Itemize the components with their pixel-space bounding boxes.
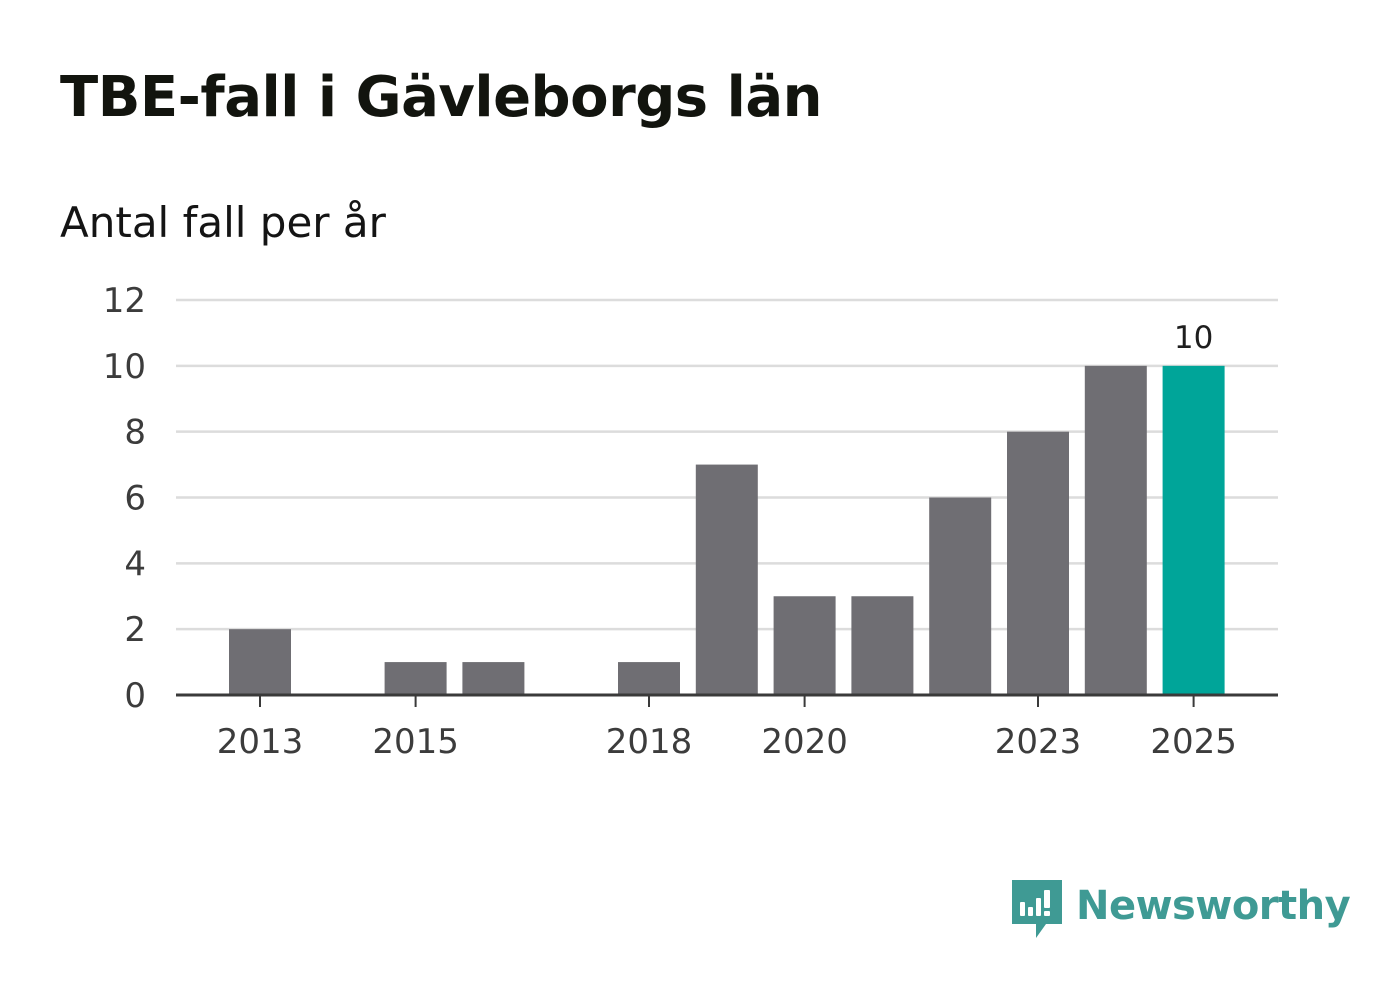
y-tick-label-8: 8 (124, 413, 146, 453)
bar-2020 (773, 596, 836, 695)
bar-2016 (462, 662, 525, 695)
bar-2015 (384, 662, 447, 695)
newsworthy-brand: Newsworthy (1010, 878, 1351, 942)
x-tick-label-2013: 2013 (217, 722, 304, 762)
y-tick-label-10: 10 (103, 347, 146, 387)
y-tick-label-0: 0 (124, 676, 146, 716)
bar-2019 (695, 464, 758, 695)
labels: 0 2 4 6 8 10 12 2013 2015 2018 2020 2023 2025 10 (103, 281, 1237, 762)
bar-2018 (618, 662, 680, 695)
axes (176, 693, 1278, 707)
x-tick-label-2018: 2018 (606, 722, 693, 762)
x-tick-label-2025: 2025 (1150, 722, 1237, 762)
bar-2025 (1162, 365, 1225, 695)
x-tick-label-2020: 2020 (761, 722, 848, 762)
brand-name: Newsworthy (1076, 883, 1351, 929)
bar-2023 (1007, 431, 1069, 695)
bar-2024 (1084, 365, 1147, 695)
chart-title: TBE-fall i Gävleborgs län (60, 65, 822, 130)
x-tick-label-2023: 2023 (995, 722, 1082, 762)
bar-2013 (229, 629, 291, 695)
chart-subtitle: Antal fall per år (60, 198, 386, 247)
bar-2022 (929, 497, 992, 695)
x-tick-label-2015: 2015 (372, 722, 459, 762)
y-tick-label-6: 6 (124, 479, 146, 519)
y-tick-label-4: 4 (124, 544, 146, 584)
bar-2021 (851, 596, 914, 695)
bars (229, 365, 1225, 695)
newsworthy-logo-icon (1012, 880, 1062, 938)
data-label-2025: 10 (1174, 320, 1213, 356)
y-tick-label-2: 2 (124, 610, 146, 650)
y-tick-label-12: 12 (103, 281, 146, 321)
